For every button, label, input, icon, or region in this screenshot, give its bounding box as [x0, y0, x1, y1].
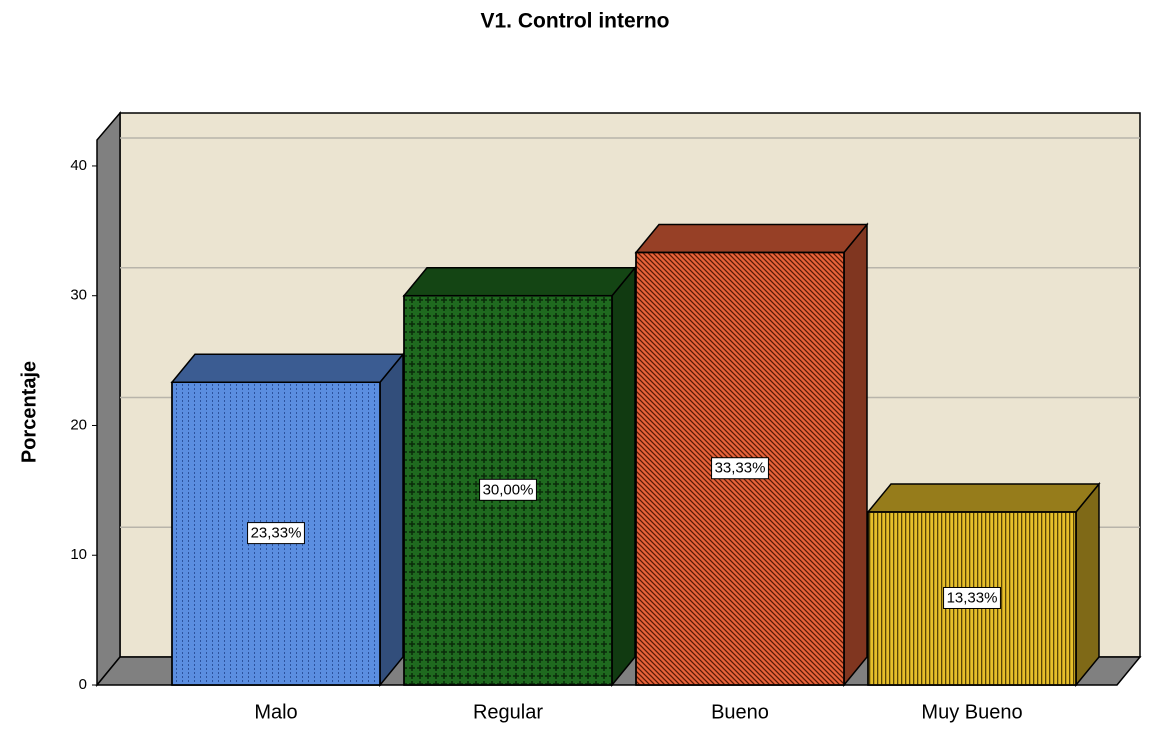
- y-tick-label: 0: [79, 676, 87, 693]
- value-label: 13,33%: [947, 589, 998, 606]
- x-tick-label: Malo: [254, 701, 297, 723]
- value-label: 33,33%: [715, 460, 766, 477]
- x-tick-label: Regular: [473, 701, 543, 723]
- bar-side: [611, 265, 636, 688]
- bar-top: [402, 266, 637, 297]
- side-wall: [96, 110, 121, 688]
- bar-side: [1075, 481, 1100, 688]
- y-axis-label: Porcentaje: [18, 361, 40, 463]
- value-label-box: [711, 457, 769, 480]
- chart-title: V1. Control interno: [481, 10, 670, 33]
- bar-side: [843, 222, 868, 688]
- x-tick-label: Bueno: [711, 701, 769, 723]
- value-label-box: [943, 586, 1001, 609]
- value-label: 23,33%: [251, 525, 302, 542]
- x-tick-label: Muy Bueno: [921, 701, 1022, 723]
- value-label-box: [479, 478, 537, 501]
- y-tick-label: 10: [70, 546, 87, 563]
- bar-top: [866, 483, 1101, 513]
- value-label: 30,00%: [483, 481, 534, 498]
- bar-top: [634, 223, 869, 254]
- bar-top: [170, 353, 405, 384]
- y-tick-label: 20: [70, 416, 87, 433]
- bar-side: [379, 352, 404, 688]
- y-tick-label: 40: [70, 157, 87, 174]
- value-label-box: [247, 522, 305, 545]
- y-tick-label: 30: [70, 287, 87, 304]
